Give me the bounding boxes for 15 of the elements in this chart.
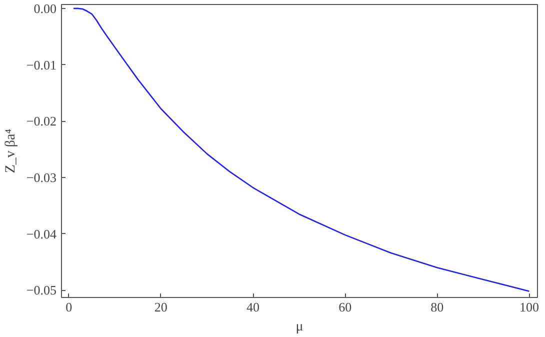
x-axis-title: μ (296, 320, 304, 334)
x-tick-label: 80 (430, 300, 444, 314)
x-tick-label: 0 (66, 300, 72, 314)
x-tick-label: 20 (154, 300, 168, 314)
y-tick-label: −0.01 (26, 57, 57, 72)
y-axis-title: Z_v βa⁴ (3, 128, 18, 174)
y-tick-label: −0.02 (26, 114, 57, 129)
line-series (72, 8, 530, 292)
y-tick-label: 0.00 (34, 0, 56, 16)
y-tick-label: −0.04 (26, 226, 57, 242)
x-tick-label: 40 (246, 300, 260, 314)
y-tick-label: −0.03 (26, 170, 57, 185)
y-tick-label: −0.05 (26, 282, 57, 298)
x-tick-label: 60 (338, 300, 352, 314)
x-tick-label: 100 (519, 300, 539, 314)
